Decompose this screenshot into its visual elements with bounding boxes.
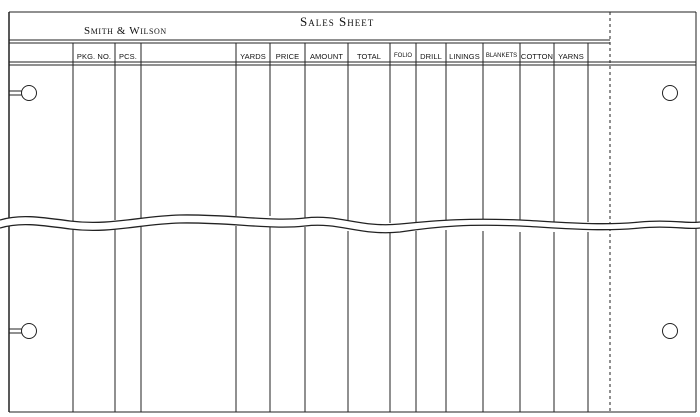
notch-left-top bbox=[9, 90, 22, 96]
column-header-linings: LININGS bbox=[449, 52, 480, 61]
binder-hole-left-bottom bbox=[21, 323, 37, 339]
company-name: Smith & Wilson bbox=[84, 25, 167, 37]
column-rules-lower bbox=[72, 226, 589, 412]
tear-edge-lower bbox=[0, 222, 700, 234]
column-header-folio: FOLIO bbox=[393, 53, 412, 59]
column-header-price: PRICE bbox=[275, 52, 300, 61]
column-header-cotton: COTTON bbox=[520, 52, 554, 61]
column-header-total: TOTAL bbox=[357, 52, 381, 61]
column-header-yarns: YARNS bbox=[558, 52, 584, 61]
column-header-blankets: BLANKETS bbox=[485, 53, 518, 59]
binder-hole-right-bottom bbox=[662, 323, 678, 339]
column-header-amount: AMOUNT bbox=[309, 52, 344, 61]
binder-hole-left-top bbox=[21, 85, 37, 101]
notch-left-bottom bbox=[9, 328, 22, 334]
column-header-drill: DRILL bbox=[420, 52, 442, 61]
sheet-title: Sales Sheet bbox=[300, 14, 375, 29]
column-header-pkg-no: PKG. NO. bbox=[76, 52, 112, 61]
column-header-yards: YARDS bbox=[240, 52, 266, 61]
column-rules-upper bbox=[72, 43, 589, 223]
column-header-pcs: PCS. bbox=[119, 52, 137, 61]
binder-hole-right-top bbox=[662, 85, 678, 101]
tear-edge-upper bbox=[0, 214, 700, 226]
torn-gap bbox=[0, 214, 700, 233]
